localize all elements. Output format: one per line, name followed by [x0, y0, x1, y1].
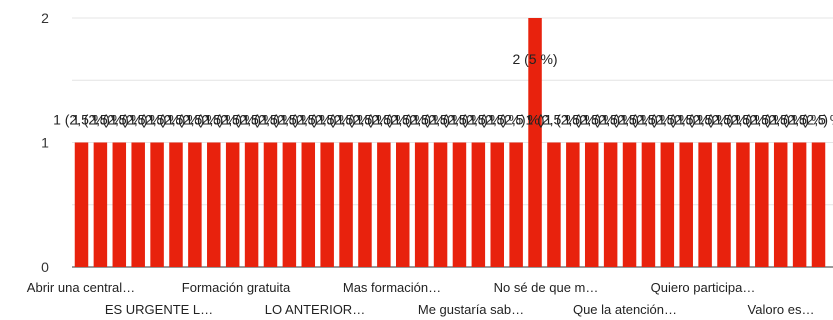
bar[interactable]	[244, 142, 259, 268]
bar[interactable]	[792, 142, 807, 268]
y-tick-label: 1	[41, 135, 49, 151]
bar[interactable]	[603, 142, 618, 268]
y-tick-label: 2	[41, 10, 49, 26]
bar-value-label: 1 (2,5 %)	[563, 112, 620, 128]
bar-value-label: 1 (2,5 %)	[355, 112, 412, 128]
bar-value-label: 1 (2,5 %)	[393, 112, 450, 128]
bar-value-label: 1 (2,5 %)	[374, 112, 431, 128]
bar[interactable]	[320, 142, 334, 268]
bar-value-label: 1 (2,5 %)	[450, 112, 507, 128]
bar-value-label: 1 (2,5 %)	[658, 112, 715, 128]
bar-value-label: 1 (2,5 %)	[299, 112, 356, 128]
bar-value-label: 1 (2,5 %)	[677, 112, 734, 128]
bar-value-label: 1 (2,5 %)	[620, 112, 677, 128]
bar-value-label: 1 (2,5 %)	[53, 112, 110, 128]
bar-value-label: 1 (2,5 %)	[242, 112, 299, 128]
bar[interactable]	[528, 18, 542, 267]
bar[interactable]	[471, 142, 486, 268]
bar[interactable]	[414, 142, 429, 268]
bar[interactable]	[773, 142, 788, 268]
bar[interactable]	[150, 142, 164, 268]
bar-value-label: 1 (2,5 %)	[204, 112, 261, 128]
bar-value-label: 1 (2,5 %)	[488, 112, 545, 128]
bar[interactable]	[74, 142, 89, 268]
bar-value-label: 1 (2,5 %)	[715, 112, 772, 128]
bar-value-label: 1 (2,5 %)	[752, 112, 809, 128]
bar-value-label: 1 (2,5 %)	[431, 112, 488, 128]
y-axis: 0 1 2	[41, 10, 49, 275]
bar[interactable]	[566, 142, 580, 268]
x-category-label: Formación gratuita	[182, 280, 291, 295]
bar-value-label: 1 (2,5 %)	[639, 112, 696, 128]
bar[interactable]	[698, 142, 712, 268]
bar-value-label: 1 (2,5 %)	[696, 112, 753, 128]
bar[interactable]	[641, 142, 656, 268]
bar[interactable]	[811, 142, 826, 268]
bar[interactable]	[131, 142, 145, 268]
bar-value-label: 1 (2,5 %)	[337, 112, 394, 128]
bar[interactable]	[490, 142, 504, 268]
bar-value-label: 1 (2,5 %)	[129, 112, 186, 128]
x-category-label: No sé de que m…	[494, 280, 599, 295]
bar[interactable]	[584, 142, 599, 268]
x-category-label: Mas formación…	[343, 280, 441, 295]
bar[interactable]	[301, 142, 316, 268]
bars	[74, 18, 826, 268]
bar[interactable]	[112, 142, 127, 268]
bar[interactable]	[547, 142, 561, 268]
bar-value-label: 1 (2,5 %)	[601, 112, 658, 128]
bar[interactable]	[622, 142, 637, 268]
bar-value-label: 1 (2,5 %)	[261, 112, 318, 128]
x-axis: Abrir una central… Formación gratuita Mas …	[27, 280, 815, 317]
bar[interactable]	[452, 142, 467, 268]
bar[interactable]	[169, 142, 183, 268]
bar[interactable]	[736, 142, 750, 268]
bar[interactable]	[660, 142, 675, 268]
bar-value-label: 1 (2,5 %)	[166, 112, 223, 128]
bar[interactable]	[93, 142, 108, 268]
bar-value-label: 1 (2,5 %)	[790, 112, 833, 128]
bar-value-label: 1 (2,5 %)	[733, 112, 790, 128]
bar-labels: 1 (2,5 %)1 (2,5 %)1 (2,5 %)1 (2,5 %)1 (2…	[53, 51, 833, 127]
bar-value-label: 1 (2,5 %)	[582, 112, 639, 128]
bar-value-label: 1 (2,5 %)	[469, 112, 526, 128]
bar-value-label: 1 (2,5 %)	[771, 112, 828, 128]
bar-value-label: 1 (2,5 %)	[280, 112, 337, 128]
bar[interactable]	[433, 142, 448, 268]
bar[interactable]	[396, 142, 410, 268]
x-category-label: Valoro es…	[748, 302, 815, 317]
x-category-label: Que la atención…	[573, 302, 677, 317]
bar-value-label: 1 (2,5 %)	[223, 112, 280, 128]
x-category-label: Abrir una central…	[27, 280, 135, 295]
bar[interactable]	[717, 142, 731, 268]
bar-value-label: 1 (2,5 %)	[412, 112, 469, 128]
x-category-label: Quiero participa…	[651, 280, 756, 295]
bar-value-label: 1 (2,5 %)	[318, 112, 375, 128]
bar[interactable]	[755, 142, 769, 268]
bar-value-label: 1 (2,5 %)	[544, 112, 601, 128]
bar-value-label: 1 (2,5 %)	[72, 112, 129, 128]
bar[interactable]	[358, 142, 372, 268]
bar[interactable]	[225, 142, 240, 268]
bar-value-label: 1 (2,5 %)	[91, 112, 148, 128]
bar-value-label: 1 (2,5 %)	[185, 112, 242, 128]
bar[interactable]	[282, 142, 297, 268]
bar[interactable]	[679, 142, 693, 268]
bar[interactable]	[207, 142, 221, 268]
bar[interactable]	[188, 142, 202, 268]
bar[interactable]	[263, 142, 278, 268]
bar-value-label: 1 (2,5 %)	[526, 112, 583, 128]
bar-value-label: 1 (2,5 %)	[110, 112, 167, 128]
bar[interactable]	[339, 142, 353, 268]
bar-value-label: 2 (5 %)	[512, 51, 557, 67]
bar[interactable]	[509, 142, 523, 268]
bar[interactable]	[377, 142, 391, 268]
x-category-label: Me gustaría sab…	[418, 302, 524, 317]
x-category-label: ES URGENTE L…	[105, 302, 213, 317]
bar-value-label: 1 (2,5 %)	[148, 112, 205, 128]
y-tick-label: 0	[41, 259, 49, 275]
x-category-label: LO ANTERIOR…	[265, 302, 365, 317]
